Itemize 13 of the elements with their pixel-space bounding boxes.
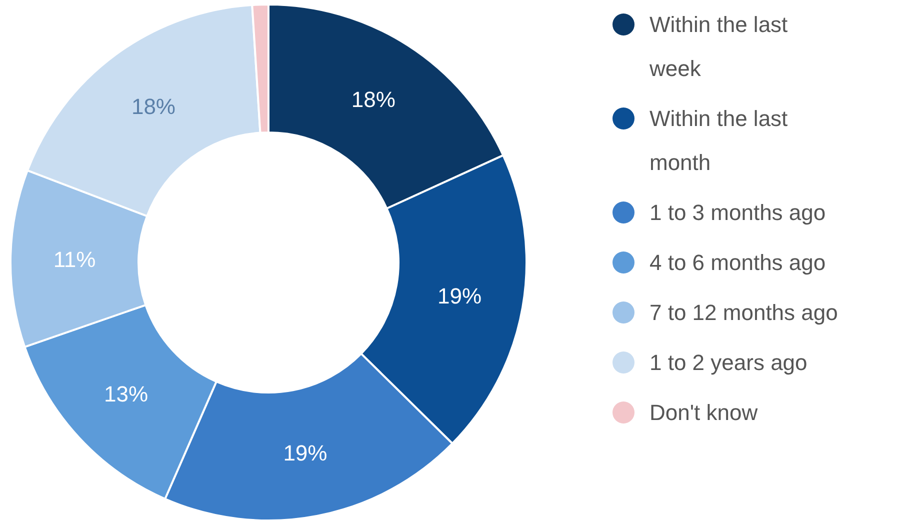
data-label: 18% — [351, 86, 396, 112]
legend-label: 7 to 12 months ago — [650, 300, 838, 325]
data-label: 19% — [438, 284, 482, 309]
legend-label: Within the last month — [650, 106, 788, 175]
legend-label: 1 to 3 months ago — [650, 200, 826, 225]
data-label: 18% — [131, 94, 176, 119]
data-label: 11% — [53, 246, 96, 272]
data-label: 13% — [104, 382, 148, 407]
legend-label: Within the last week — [648, 12, 788, 81]
data-label: 19% — [283, 440, 328, 466]
legend-label: Don't know — [650, 400, 758, 425]
legend-label: 4 to 6 months ago — [650, 250, 826, 275]
legend-label: 1 to 2 years ago — [650, 350, 808, 375]
